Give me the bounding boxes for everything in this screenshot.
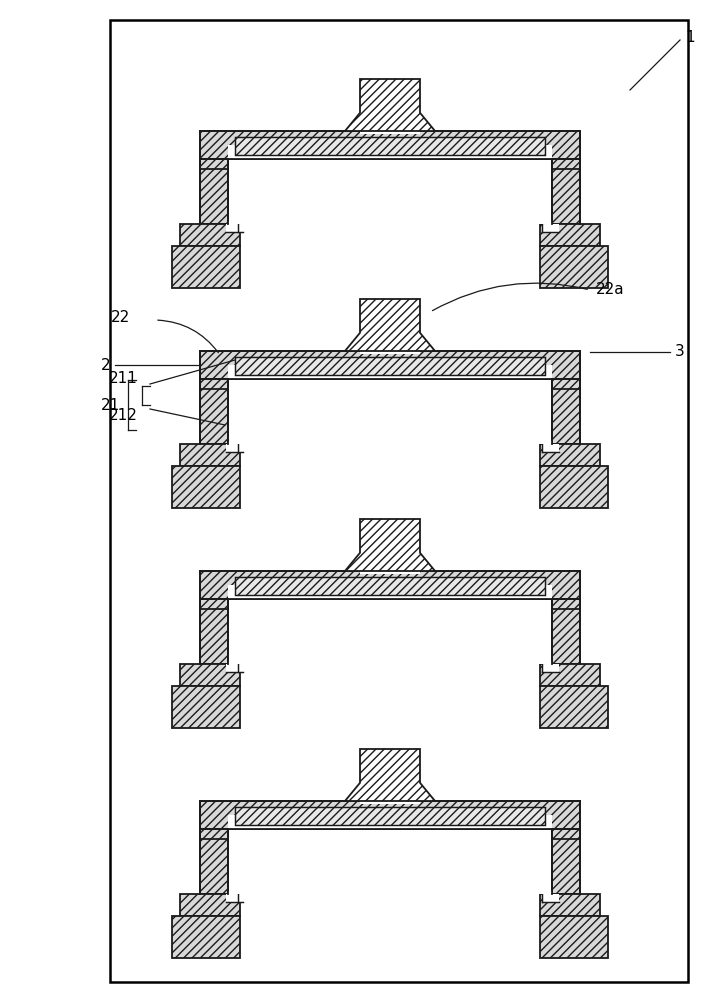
Bar (172, 916, 240, 958)
Text: 22: 22 (111, 310, 130, 324)
Bar (552, 159, 580, 169)
Bar (552, 829, 580, 894)
Bar (540, 664, 600, 686)
Bar (200, 571, 580, 599)
Bar (200, 351, 580, 379)
Bar (200, 379, 228, 444)
Text: 21: 21 (101, 397, 120, 412)
Polygon shape (345, 299, 435, 351)
Bar (172, 686, 240, 728)
Text: 1: 1 (685, 29, 694, 44)
Text: 2: 2 (101, 358, 110, 372)
Bar (180, 894, 240, 916)
Bar (540, 894, 600, 916)
Bar (226, 224, 243, 232)
Bar (172, 466, 240, 508)
Text: 22a: 22a (596, 282, 625, 298)
Bar (540, 246, 608, 288)
Bar (228, 145, 552, 159)
Bar (200, 131, 580, 159)
Bar (235, 357, 545, 375)
Bar (235, 137, 545, 155)
Bar (226, 664, 243, 672)
Bar (540, 224, 600, 246)
Bar (540, 466, 608, 508)
Bar (200, 829, 228, 894)
Bar (200, 159, 228, 169)
Polygon shape (345, 749, 435, 801)
Bar (552, 379, 580, 444)
Bar (235, 577, 545, 595)
Text: 211: 211 (109, 371, 138, 386)
Bar (360, 560, 420, 574)
Bar (552, 159, 580, 224)
Bar (180, 444, 240, 466)
Bar (180, 664, 240, 686)
Bar (200, 379, 228, 389)
Polygon shape (345, 79, 435, 131)
Bar (228, 891, 552, 894)
Bar (200, 599, 228, 664)
Bar (542, 894, 559, 902)
Bar (200, 801, 580, 829)
Bar (228, 661, 552, 664)
Bar (540, 916, 608, 958)
Bar (200, 159, 228, 224)
Bar (540, 444, 600, 466)
Bar (110, 20, 688, 982)
Bar (228, 221, 552, 224)
Bar (228, 365, 552, 379)
Bar (540, 686, 608, 728)
Bar (552, 599, 580, 609)
Bar (200, 829, 228, 839)
Bar (228, 441, 552, 444)
Bar (542, 664, 559, 672)
Bar (360, 340, 420, 354)
Bar (180, 224, 240, 246)
Bar (172, 246, 240, 288)
Bar (552, 379, 580, 389)
Bar (235, 807, 545, 825)
Bar (542, 444, 559, 452)
Bar (226, 894, 243, 902)
Text: 212: 212 (109, 408, 138, 423)
Bar (200, 599, 228, 609)
Polygon shape (345, 519, 435, 571)
Text: 3: 3 (675, 344, 685, 360)
Bar (552, 599, 580, 664)
Bar (228, 815, 552, 829)
Bar (360, 790, 420, 804)
Bar (542, 224, 559, 232)
Bar (360, 120, 420, 134)
Bar (552, 829, 580, 839)
Bar (228, 585, 552, 599)
Bar (226, 444, 243, 452)
